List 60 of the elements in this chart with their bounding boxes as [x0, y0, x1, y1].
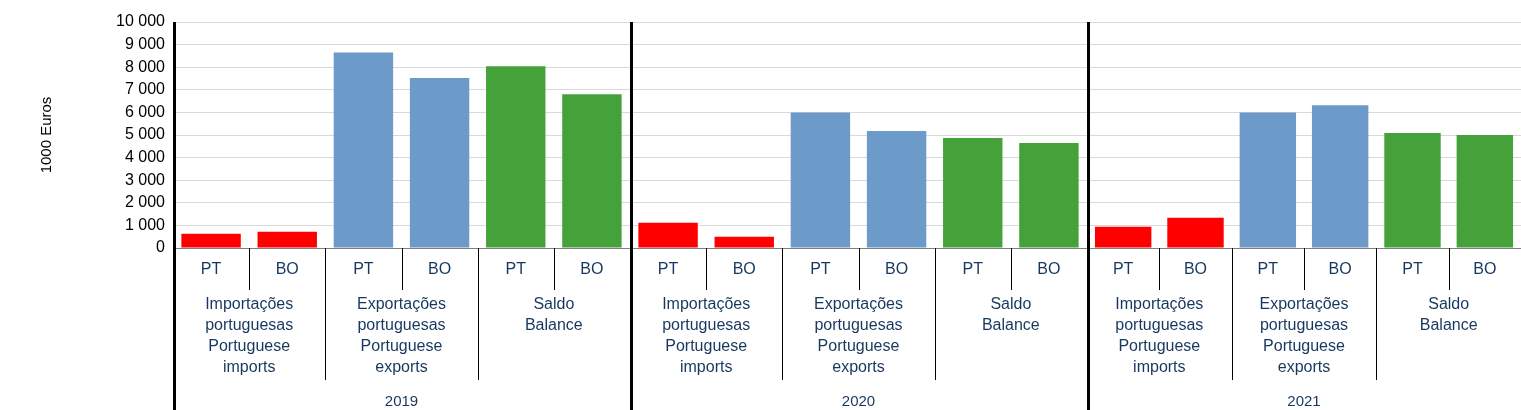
bar: [866, 130, 927, 248]
x-tick-label: BO: [580, 260, 604, 278]
bar: [714, 236, 774, 248]
x-tick-label: PT: [200, 260, 222, 278]
x-axis-title: 2019: [384, 392, 419, 410]
bar: [181, 233, 241, 248]
text: Saldo Balance: [981, 295, 1040, 334]
bar: [1167, 217, 1224, 248]
y-tick-label: 4 000: [124, 148, 166, 166]
x-axis-title: 2021: [1287, 392, 1321, 410]
x-tick-label: PT: [962, 260, 984, 278]
bar: [409, 78, 470, 248]
x-tick-label: BO: [428, 260, 452, 278]
x-tick-label: PT: [505, 260, 527, 278]
x-tick-label: PT: [1402, 260, 1423, 278]
x-tick-label: BO: [1328, 260, 1352, 278]
x-tick-label: BO: [885, 260, 909, 278]
text: Importações portuguesas Portuguese imports: [1115, 295, 1204, 376]
text: Exportações portuguesas Portuguese exports: [1259, 295, 1349, 376]
y-tick-label: 9 000: [124, 35, 166, 53]
x-tick-label: BO: [732, 260, 756, 278]
bar: [333, 52, 394, 248]
y-tick-label: 8 000: [124, 57, 166, 75]
bar: [562, 94, 622, 248]
y-tick-label: 1 000: [124, 215, 166, 233]
text: Saldo Balance: [1419, 295, 1478, 334]
x-tick-label: PT: [1257, 260, 1279, 278]
x-tick-label: PT: [1112, 260, 1134, 278]
text: Exportações portuguesas Portuguese exports: [814, 295, 903, 376]
text: Saldo Balance: [524, 295, 583, 334]
x-tick-label: BO: [1473, 260, 1497, 278]
y-tick-label: 0: [156, 238, 166, 256]
y-tick-label: 10 000: [116, 12, 166, 30]
y-tick-label: 2 000: [124, 193, 166, 211]
bar: [1384, 132, 1441, 248]
bar: [257, 231, 317, 248]
bar: [1456, 135, 1514, 248]
y-tick-label: 3 000: [124, 170, 166, 188]
y-tick-label: 5 000: [124, 125, 166, 143]
x-tick-label: BO: [1037, 260, 1061, 278]
bar: [1239, 112, 1297, 248]
y-tick-label: 6 000: [124, 102, 166, 120]
bar: [1094, 226, 1152, 248]
x-tick-label: BO: [275, 260, 299, 278]
x-tick-label: PT: [353, 260, 374, 278]
x-tick-label: PT: [810, 260, 831, 278]
text: Importações portuguesas Portuguese imports: [662, 295, 751, 376]
bar: [943, 137, 1003, 248]
y-axis-title: 1000 Euros: [37, 96, 55, 174]
x-tick-label: BO: [1183, 260, 1208, 278]
bar: [790, 112, 851, 248]
bar: [1019, 142, 1079, 248]
text: Importações portuguesas Portuguese imports: [205, 295, 294, 376]
x-axis-title: 2020: [841, 392, 876, 410]
bar: [638, 222, 698, 248]
y-tick-label: 7 000: [124, 80, 166, 98]
bar: [1311, 105, 1369, 248]
bar: [486, 66, 546, 248]
text: Exportações portuguesas Portuguese exports: [357, 295, 446, 376]
x-tick-label: PT: [657, 260, 679, 278]
